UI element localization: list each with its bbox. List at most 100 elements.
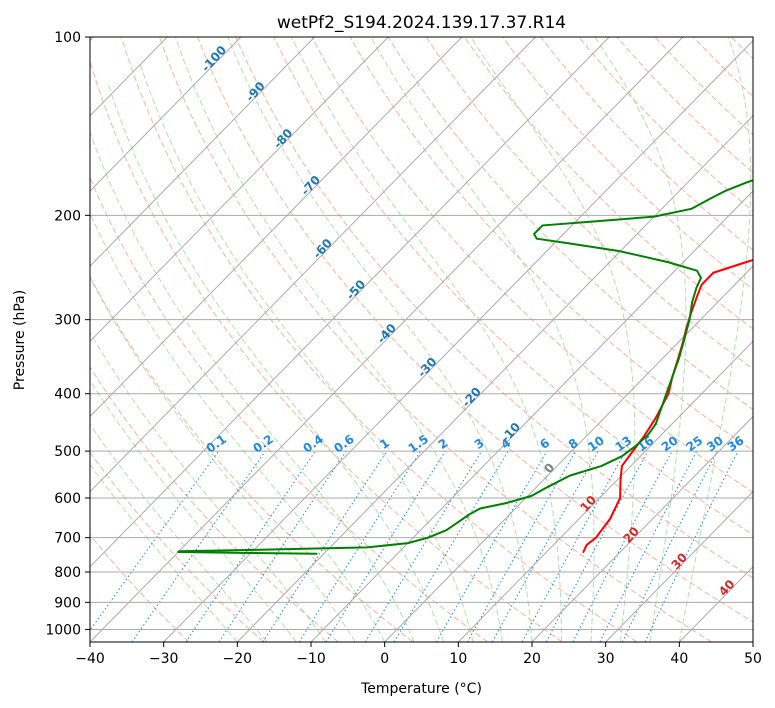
mixing-ratio-label: 0.6 — [331, 432, 356, 456]
mixing-ratio-label: 3 — [472, 436, 487, 452]
mixing-ratio-line — [599, 450, 698, 642]
x-tick-label: 0 — [380, 651, 389, 667]
dewpoint-profile-line — [177, 179, 753, 555]
isotherm-line — [90, 37, 463, 418]
moist-adiabat-label: -90 — [243, 79, 268, 104]
mixing-ratio-line — [131, 450, 266, 642]
mixing-ratio-line — [467, 450, 577, 642]
dry-adiabat-line — [90, 534, 190, 642]
temperature-profile-line — [582, 258, 753, 553]
dry-adiabat-line — [273, 37, 753, 536]
isotherm-line — [531, 415, 753, 642]
dry-adiabat-label: 0 — [541, 460, 557, 476]
x-axis: −40 −30 −20 −10 0 10 20 30 40 50 — [75, 642, 762, 667]
dry-adiabat-line — [464, 37, 753, 330]
dry-adiabat-line — [425, 37, 753, 370]
dry-adiabat-line — [692, 37, 753, 98]
mixing-ratio-label: 1 — [377, 436, 392, 452]
dry-adiabat-line — [770, 37, 775, 642]
isotherm-line — [752, 641, 753, 642]
dry-adiabat-label: 20 — [620, 524, 642, 546]
mixing-ratio-label: 2 — [436, 436, 451, 452]
dry-adiabat-line — [616, 37, 753, 174]
isotherm-line — [310, 190, 753, 642]
mixing-ratio-line — [621, 450, 718, 642]
moist-adiabat-label: -50 — [343, 277, 368, 302]
isotherm-line — [90, 37, 536, 493]
isotherm-line — [90, 37, 389, 343]
moist-adiabat-label: -60 — [310, 236, 335, 261]
dry-adiabat-line — [120, 37, 638, 642]
isotherm-line — [90, 37, 684, 642]
moist-adiabat-line — [90, 331, 327, 642]
isotherm-line — [678, 566, 753, 642]
y-tick-label: 300 — [54, 313, 81, 329]
mixing-ratio-line — [572, 450, 673, 642]
x-axis-title: Temperature (°C) — [360, 681, 482, 697]
x-tick-label: −30 — [149, 651, 179, 667]
moist-adiabat-line — [678, 37, 752, 642]
y-tick-label: 700 — [54, 531, 81, 547]
y-tick-label: 900 — [54, 595, 81, 611]
moist-adiabat-line — [90, 423, 268, 642]
mixing-ratio-label: 0.1 — [204, 432, 229, 456]
mixing-ratio-line — [521, 450, 627, 642]
dry-adiabat-label: 40 — [716, 577, 738, 599]
mixing-ratio-line — [218, 450, 347, 642]
moist-adiabat-line — [291, 37, 562, 642]
y-axis: 100 200 300 400 500 600 700 800 900 1000 — [45, 30, 90, 638]
moist-adiabat-label: -100 — [199, 43, 229, 75]
dry-adiabat-line — [90, 176, 488, 642]
moist-adiabat-line — [90, 211, 386, 642]
dry-adiabat-line — [90, 59, 563, 642]
moist-adiabat-line — [174, 37, 504, 642]
plot-frame — [89, 36, 754, 643]
x-tick-label: 40 — [670, 651, 688, 667]
chart-title: wetPf2_S194.2024.139.17.37.R14 — [277, 13, 566, 33]
moist-adiabat-label: -80 — [271, 126, 296, 151]
moist-adiabat-label: -30 — [415, 355, 440, 380]
dry-adiabat-line — [90, 366, 339, 642]
dry-adiabat-label: 30 — [668, 550, 690, 572]
y-tick-label: 1000 — [45, 622, 81, 638]
isotherm-line — [90, 37, 242, 192]
isotherm-line — [457, 340, 753, 642]
dry-adiabat-label: 10 — [577, 493, 599, 515]
y-tick-label: 400 — [54, 387, 81, 403]
isotherm-line — [236, 115, 753, 642]
isotherm-line — [384, 265, 753, 642]
isotherm-line — [90, 37, 315, 267]
y-tick-label: 200 — [54, 208, 81, 224]
dry-adiabat-line — [654, 37, 753, 136]
dry-adiabat-line — [311, 37, 753, 493]
mixing-ratio-label: 0.4 — [300, 432, 325, 456]
isotherm-line — [90, 37, 610, 568]
mixing-ratio-line — [298, 450, 422, 642]
moist-adiabat-line — [227, 37, 533, 642]
dry-adiabat-line — [502, 37, 753, 290]
x-tick-label: 20 — [523, 651, 541, 667]
mixing-ratio-label: 0.2 — [250, 432, 275, 456]
x-tick-label: 50 — [744, 651, 762, 667]
isotherm-line — [605, 490, 753, 642]
profiles — [177, 179, 753, 555]
y-tick-label: 600 — [54, 491, 81, 507]
x-tick-label: 10 — [449, 651, 467, 667]
x-tick-label: −10 — [296, 651, 326, 667]
mixing-ratio-line — [90, 450, 220, 632]
x-tick-label: 30 — [597, 651, 615, 667]
mixing-ratio-line — [325, 450, 446, 642]
x-tick-label: −20 — [223, 651, 253, 667]
y-tick-label: 100 — [54, 30, 81, 46]
mixing-ratio-line — [364, 450, 483, 642]
pressure-gridlines — [90, 37, 753, 630]
mixing-ratio-line — [435, 450, 548, 642]
y-axis-title: Pressure (hPa) — [12, 290, 28, 390]
y-tick-label: 500 — [54, 444, 81, 460]
dry-adiabat-line — [158, 37, 713, 642]
mixing-ratio-label: 1.5 — [406, 432, 431, 456]
moist-adiabat-line — [90, 463, 238, 642]
